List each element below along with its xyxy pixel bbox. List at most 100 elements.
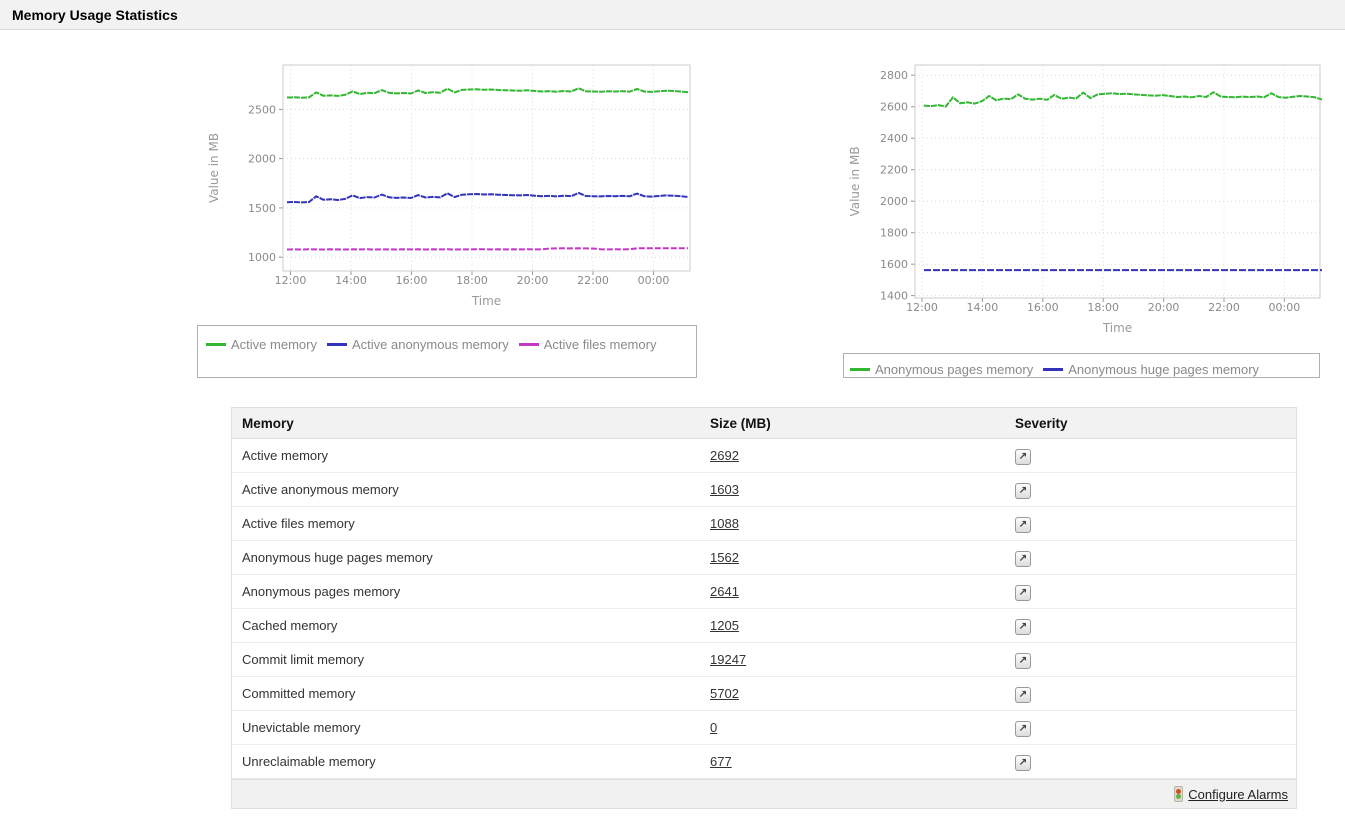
size-link[interactable]: 19247 — [710, 652, 747, 667]
legend-label: Active memory — [231, 337, 317, 352]
svg-text:14:00: 14:00 — [335, 274, 367, 287]
legend-swatch — [1043, 368, 1064, 371]
table-footer: Configure Alarms — [232, 779, 1296, 808]
svg-text:1800: 1800 — [880, 227, 908, 240]
size-link[interactable]: 1088 — [710, 516, 739, 531]
severity-icon[interactable]: ↗ — [1015, 652, 1031, 669]
legend-item: Active anonymous memory — [326, 334, 509, 355]
svg-text:Value in MB: Value in MB — [848, 146, 862, 216]
memory-name: Active files memory — [232, 506, 700, 541]
chart-active-memory: 12:00 14:00 16:00 18:00 20:00 22:00 00:00 1000 1… — [190, 60, 700, 310]
svg-text:2800: 2800 — [880, 69, 908, 82]
table-row: Active anonymous memory 1603 ↗ — [232, 472, 1296, 507]
size-link[interactable]: 1205 — [710, 618, 739, 633]
svg-text:2400: 2400 — [880, 132, 908, 145]
svg-text:2500: 2500 — [248, 103, 276, 116]
legend-swatch — [518, 343, 539, 346]
column-header: Size (MB) — [700, 408, 1005, 439]
svg-text:14:00: 14:00 — [967, 301, 999, 314]
memory-name: Unevictable memory — [232, 710, 700, 745]
table-row: Anonymous huge pages memory 1562 ↗ — [232, 540, 1296, 575]
series-line — [286, 247, 688, 251]
chart-anonymous-memory: 12:00 14:00 16:00 18:00 20:00 22:00 00:00 1400 1… — [845, 60, 1340, 345]
svg-text:2600: 2600 — [880, 101, 908, 114]
traffic-light-icon — [1174, 786, 1184, 802]
memory-name: Active memory — [232, 438, 700, 473]
severity-icon[interactable]: ↗ — [1015, 448, 1031, 465]
table-row: Active files memory 1088 ↗ — [232, 506, 1296, 541]
svg-text:Time: Time — [1102, 321, 1132, 335]
table-row: Committed memory 5702 ↗ — [232, 676, 1296, 711]
severity-icon[interactable]: ↗ — [1015, 754, 1031, 771]
memory-name: Unreclaimable memory — [232, 744, 700, 779]
severity-icon[interactable]: ↗ — [1015, 584, 1031, 601]
svg-text:16:00: 16:00 — [396, 274, 428, 287]
svg-text:1600: 1600 — [880, 258, 908, 271]
svg-text:2000: 2000 — [248, 153, 276, 166]
severity-icon[interactable]: ↗ — [1015, 618, 1031, 635]
svg-text:20:00: 20:00 — [517, 274, 549, 287]
svg-text:20:00: 20:00 — [1148, 301, 1180, 314]
severity-icon[interactable]: ↗ — [1015, 516, 1031, 533]
configure-alarms-link[interactable]: Configure Alarms — [1174, 786, 1288, 802]
column-header: Severity — [1005, 408, 1296, 439]
column-header: Memory — [232, 408, 700, 439]
legend-label: Anonymous huge pages memory — [1068, 362, 1260, 377]
severity-icon[interactable]: ↗ — [1015, 482, 1031, 499]
size-link[interactable]: 1603 — [710, 482, 739, 497]
memory-name: Anonymous pages memory — [232, 574, 700, 609]
legend-label: Active files memory — [543, 337, 657, 352]
svg-text:18:00: 18:00 — [456, 274, 488, 287]
legend-swatch — [326, 343, 347, 346]
memory-name: Anonymous huge pages memory — [232, 540, 700, 575]
memory-name: Active anonymous memory — [232, 472, 700, 507]
svg-text:1000: 1000 — [248, 251, 276, 264]
severity-icon[interactable]: ↗ — [1015, 686, 1031, 703]
legend-item: Anonymous huge pages memory — [1043, 359, 1259, 380]
size-link[interactable]: 2692 — [710, 448, 739, 463]
series-line — [923, 91, 1323, 108]
legend-swatch — [850, 368, 870, 371]
configure-alarms-label: Configure Alarms — [1188, 786, 1288, 802]
page-title-bar: Memory Usage Statistics — [0, 0, 1345, 30]
size-link[interactable]: 1562 — [710, 550, 739, 565]
size-link[interactable]: 677 — [710, 754, 732, 769]
table-row: Cached memory 1205 ↗ — [232, 608, 1296, 643]
svg-text:Time: Time — [471, 294, 501, 308]
svg-text:00:00: 00:00 — [1269, 301, 1301, 314]
svg-text:00:00: 00:00 — [638, 274, 670, 287]
svg-text:18:00: 18:00 — [1087, 301, 1119, 314]
memory-name: Committed memory — [232, 676, 700, 711]
svg-text:12:00: 12:00 — [906, 301, 938, 314]
table-row: Anonymous pages memory 2641 ↗ — [232, 574, 1296, 609]
table-row: Commit limit memory 19247 ↗ — [232, 642, 1296, 677]
svg-text:2000: 2000 — [880, 195, 908, 208]
table-row: Unreclaimable memory 677 ↗ — [232, 744, 1296, 779]
severity-icon[interactable]: ↗ — [1015, 550, 1031, 567]
series-line — [286, 87, 689, 99]
svg-text:16:00: 16:00 — [1027, 301, 1059, 314]
memory-table: Memory Size (MB) Severity Active memory 269… — [231, 407, 1297, 809]
table-row: Active memory 2692 ↗ — [232, 438, 1296, 473]
svg-text:2200: 2200 — [880, 164, 908, 177]
legend-item: Active memory — [206, 334, 317, 355]
legend-item: Anonymous pages memory — [850, 359, 1033, 380]
svg-text:Value in MB: Value in MB — [207, 133, 221, 203]
svg-text:1400: 1400 — [880, 290, 908, 303]
page-title: Memory Usage Statistics — [12, 6, 178, 23]
severity-icon[interactable]: ↗ — [1015, 720, 1031, 737]
size-link[interactable]: 2641 — [710, 584, 739, 599]
legend-item: Active files memory — [518, 334, 657, 355]
svg-text:22:00: 22:00 — [577, 274, 609, 287]
table-header-row: Memory Size (MB) Severity — [232, 408, 1296, 439]
size-link[interactable]: 5702 — [710, 686, 739, 701]
legend-anonymous-memory: Anonymous pages memory Anonymous huge pag… — [843, 353, 1320, 378]
memory-name: Commit limit memory — [232, 642, 700, 677]
size-link[interactable]: 0 — [710, 720, 718, 735]
legend-label: Active anonymous memory — [351, 337, 509, 352]
svg-text:22:00: 22:00 — [1208, 301, 1240, 314]
memory-name: Cached memory — [232, 608, 700, 643]
table-row: Unevictable memory 0 ↗ — [232, 710, 1296, 745]
legend-label: Anonymous pages memory — [875, 362, 1034, 377]
legend-active-memory: Active memory Active anonymous memory Acti… — [197, 325, 697, 378]
